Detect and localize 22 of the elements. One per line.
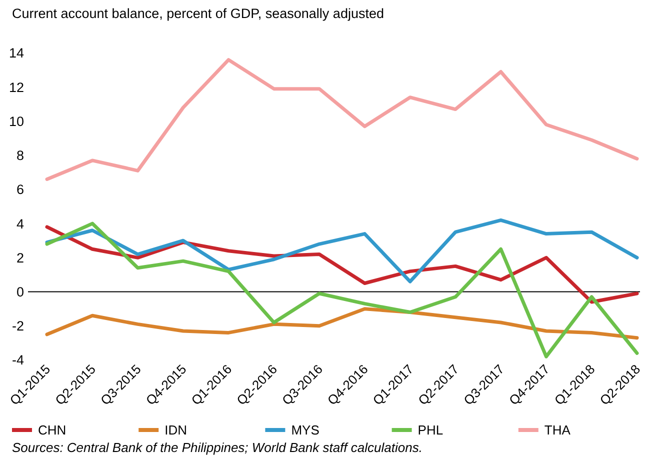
y-tick-label: 12: [8, 80, 24, 95]
line-series: [45, 307, 639, 340]
legend-label: IDN: [164, 422, 187, 438]
legend-label: THA: [544, 422, 571, 438]
line-series: [45, 218, 639, 284]
y-tick-label: 0: [16, 284, 24, 300]
y-tick-label: 2: [16, 250, 24, 266]
y-tick-label: 8: [16, 148, 24, 164]
line-series: [45, 222, 639, 358]
line-series: [45, 225, 639, 304]
y-tick-label: 14: [8, 46, 24, 61]
y-tick-label: 10: [8, 114, 24, 129]
y-tick-label: -4: [12, 352, 24, 368]
legend-label: MYS: [291, 422, 320, 438]
source-note: Sources: Central Bank of the Philippines; World Bank staff calculations.: [12, 440, 422, 455]
line-series: [45, 58, 639, 181]
y-tick-label: -2: [12, 318, 24, 334]
y-tick-label: 4: [16, 216, 24, 232]
y-tick-label: 6: [16, 182, 24, 198]
chart-title: Current account balance, percent of GDP, seasonally adjusted: [12, 6, 384, 21]
legend-label: PHL: [418, 422, 444, 438]
legend-label: CHN: [38, 422, 66, 438]
